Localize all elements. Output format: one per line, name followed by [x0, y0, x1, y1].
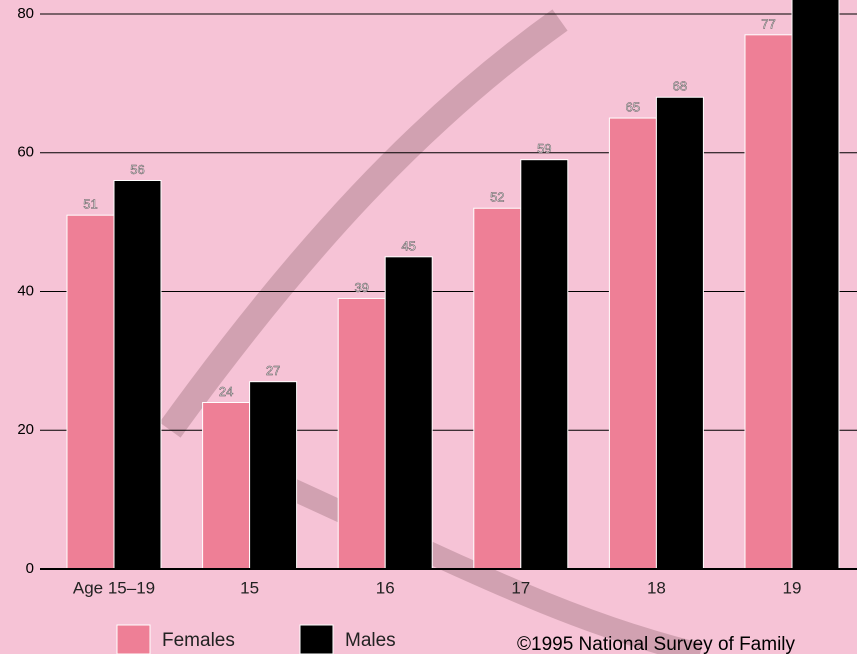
bar — [249, 381, 298, 570]
x-tick-label: 15 — [240, 578, 259, 597]
x-tick-label: 18 — [647, 578, 666, 597]
x-tick-label: 16 — [376, 578, 395, 597]
x-tick-label: 19 — [783, 578, 802, 597]
data-label: 39 — [354, 280, 368, 295]
bar — [744, 34, 793, 570]
bar — [66, 214, 115, 570]
source-note: ©1995 National Survey of Family — [517, 634, 796, 654]
bar — [202, 402, 251, 570]
bar — [520, 159, 569, 570]
decoration — [245, 459, 703, 654]
data-label: 51 — [83, 197, 97, 212]
data-label: 24 — [219, 384, 233, 399]
bar — [113, 180, 162, 570]
legend-label: Females — [162, 630, 235, 651]
y-tick-label: 0 — [26, 560, 34, 577]
y-tick-label: 40 — [17, 282, 34, 299]
y-tick-label: 80 — [17, 5, 34, 22]
bar — [337, 297, 386, 570]
data-label: 45 — [401, 238, 415, 253]
decoration — [159, 9, 568, 438]
x-tick-label: Age 15–19 — [73, 578, 155, 597]
data-label: 77 — [761, 16, 775, 31]
bar — [473, 207, 522, 570]
bar — [655, 96, 704, 570]
data-label: 59 — [537, 141, 551, 156]
legend-swatch — [116, 624, 151, 654]
bar — [608, 117, 657, 570]
data-label: 56 — [130, 162, 144, 177]
y-tick-label: 20 — [17, 421, 34, 438]
data-label: 65 — [626, 100, 640, 115]
legend-label: Males — [345, 630, 396, 651]
data-label: 27 — [266, 363, 280, 378]
legend-swatch — [299, 624, 334, 654]
y-tick-label: 60 — [17, 144, 34, 161]
bar — [791, 0, 840, 570]
data-label: 52 — [490, 190, 504, 205]
data-label: 68 — [673, 79, 687, 94]
bar — [384, 256, 433, 570]
x-tick-label: 17 — [511, 578, 530, 597]
